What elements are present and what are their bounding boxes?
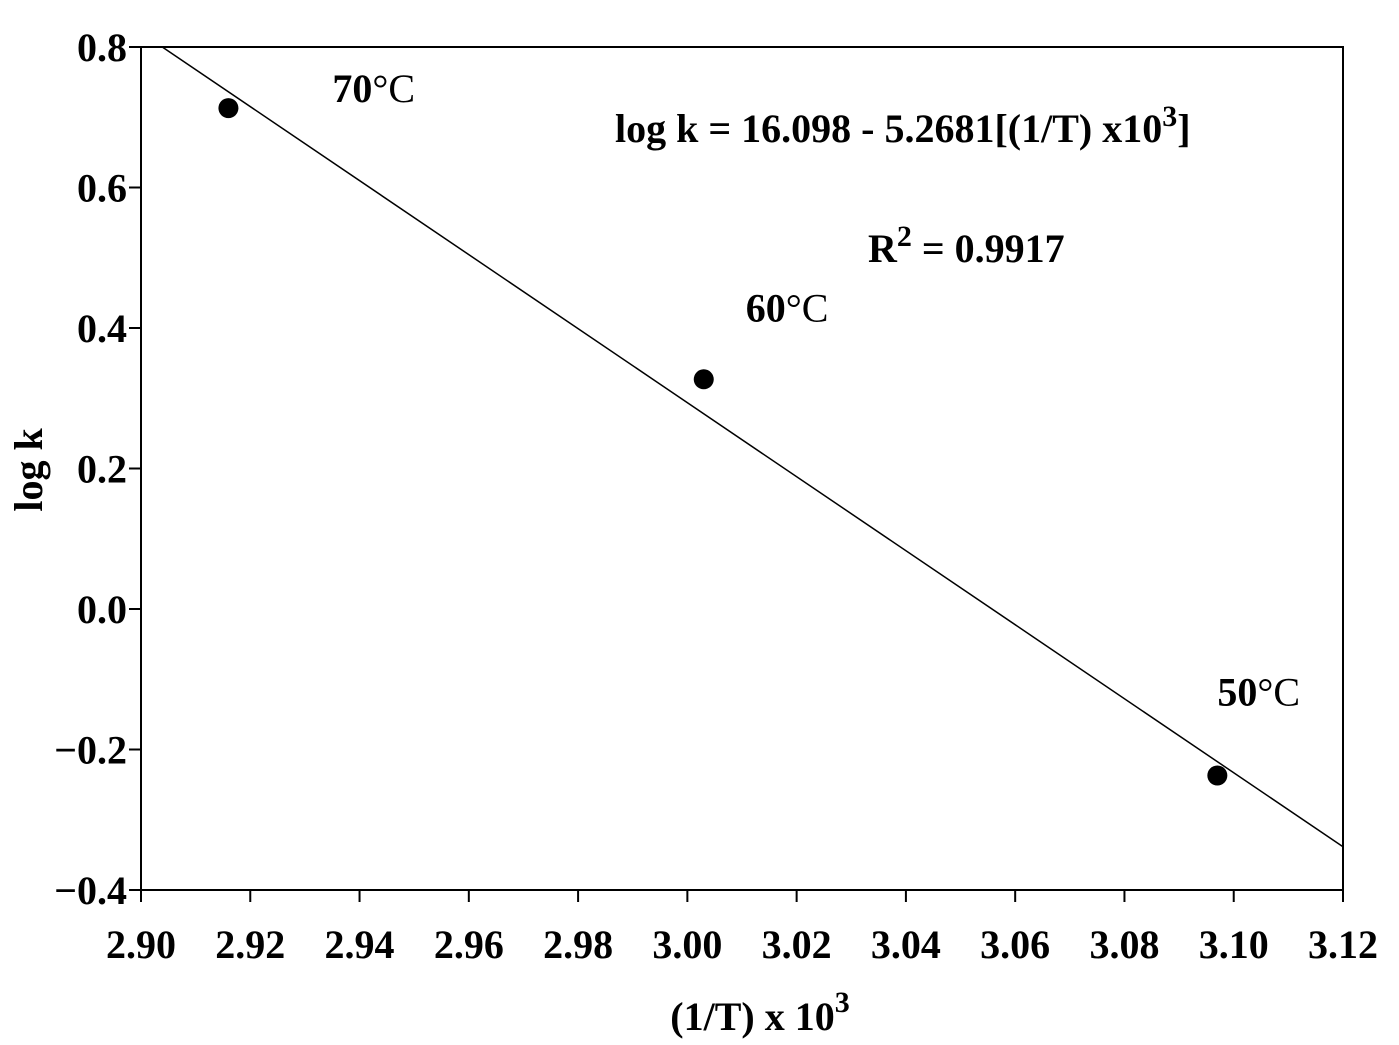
r-squared: R2 = 0.9917 <box>868 220 1065 271</box>
x-axis-title: (1/T) x 103 <box>670 986 849 1039</box>
y-tick-label: 0.0 <box>77 587 127 632</box>
x-tick-label: 3.04 <box>871 922 941 967</box>
y-axis-title: log k <box>6 428 51 512</box>
x-axis-ticks: 2.90 2.92 2.94 2.96 2.98 3.00 3.02 3.04 3.06 3.08… <box>106 890 1378 967</box>
point-label: 60°C <box>746 285 829 330</box>
x-tick-label: 3.10 <box>1199 922 1269 967</box>
data-points: 70°C 60°C 50°C <box>218 66 1300 786</box>
x-tick-label: 2.96 <box>434 922 504 967</box>
x-tick-label: 2.98 <box>543 922 613 967</box>
x-tick-label: 3.08 <box>1089 922 1159 967</box>
x-tick-label: 3.00 <box>652 922 722 967</box>
x-tick-label: 3.06 <box>980 922 1050 967</box>
data-point <box>693 369 714 390</box>
y-tick-label: 0.8 <box>77 25 127 70</box>
y-tick-label: 0.6 <box>77 166 127 211</box>
y-axis-ticks: 0.8 0.6 0.4 0.2 0.0 −0.2 −0.4 <box>54 25 141 913</box>
y-tick-label: −0.2 <box>54 728 127 773</box>
x-tick-label: 2.94 <box>325 922 395 967</box>
y-tick-label: 0.4 <box>77 306 127 351</box>
point-label: 50°C <box>1217 669 1300 714</box>
x-tick-label: 3.02 <box>762 922 832 967</box>
point-label: 70°C <box>332 66 415 111</box>
data-point <box>218 98 239 119</box>
x-tick-label: 2.92 <box>215 922 285 967</box>
plot-frame <box>140 46 1344 891</box>
x-tick-label: 3.12 <box>1308 922 1378 967</box>
fit-equation: log k = 16.098 - 5.2681[(1/T) x103] <box>615 100 1191 151</box>
fit-line-group <box>161 46 1344 848</box>
y-tick-label: −0.4 <box>54 868 127 913</box>
data-point <box>1207 765 1228 786</box>
x-tick-label: 2.90 <box>106 922 176 967</box>
y-tick-label: 0.2 <box>77 447 127 492</box>
fit-line <box>161 46 1344 848</box>
